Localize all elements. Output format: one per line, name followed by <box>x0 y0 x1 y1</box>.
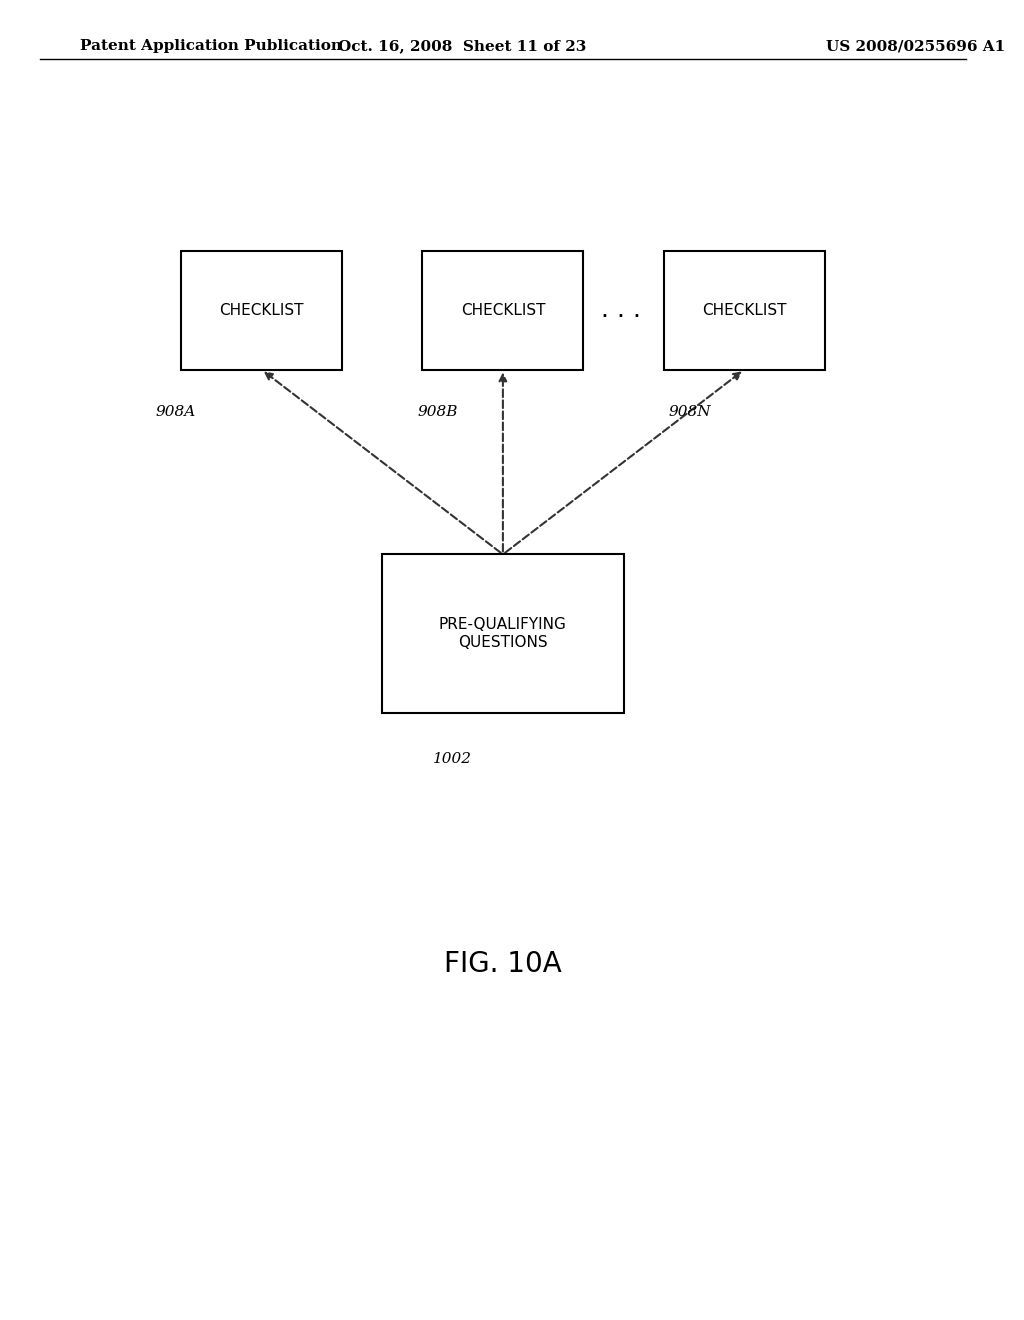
FancyBboxPatch shape <box>382 554 624 713</box>
Text: FIG. 10A: FIG. 10A <box>444 949 562 978</box>
Text: CHECKLIST: CHECKLIST <box>219 302 304 318</box>
Text: PRE-QUALIFYING
QUESTIONS: PRE-QUALIFYING QUESTIONS <box>439 618 567 649</box>
Text: 908A: 908A <box>156 405 197 420</box>
Text: CHECKLIST: CHECKLIST <box>461 302 545 318</box>
Text: 908B: 908B <box>418 405 458 420</box>
Text: Oct. 16, 2008  Sheet 11 of 23: Oct. 16, 2008 Sheet 11 of 23 <box>339 40 587 53</box>
FancyBboxPatch shape <box>423 251 584 370</box>
FancyBboxPatch shape <box>181 251 342 370</box>
Text: 1002: 1002 <box>432 752 471 767</box>
Text: Patent Application Publication: Patent Application Publication <box>81 40 342 53</box>
Text: CHECKLIST: CHECKLIST <box>702 302 786 318</box>
Text: . . .: . . . <box>601 298 641 322</box>
FancyBboxPatch shape <box>664 251 824 370</box>
Text: US 2008/0255696 A1: US 2008/0255696 A1 <box>825 40 1005 53</box>
Text: 908N: 908N <box>669 405 712 420</box>
